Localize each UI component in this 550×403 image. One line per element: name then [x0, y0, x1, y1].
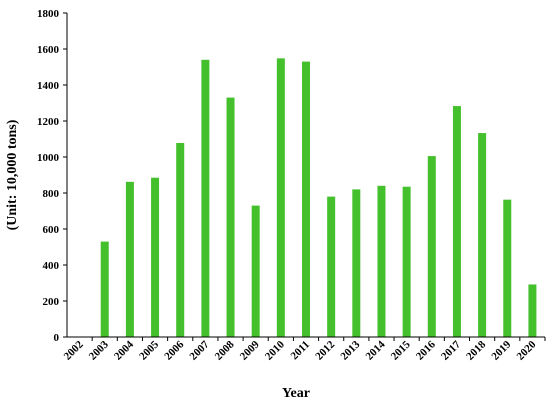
- x-tick-label: 2008: [213, 338, 237, 362]
- bar: [226, 97, 235, 337]
- y-tick-label: 800: [43, 188, 60, 200]
- x-tick-label: 2006: [162, 338, 186, 362]
- bar: [251, 205, 260, 337]
- bar: [201, 59, 210, 338]
- y-tick-label: 1800: [37, 8, 60, 20]
- bar: [528, 284, 537, 337]
- x-tick-label: 2020: [515, 338, 539, 362]
- x-tick-label: 2009: [238, 338, 262, 362]
- y-tick-label: 1400: [37, 80, 60, 92]
- bar: [452, 106, 461, 337]
- x-tick-label: 2007: [187, 338, 211, 362]
- y-axis-ticks: 0 200 400 600 800 1000 1200 1400 1600 1800: [37, 8, 67, 344]
- bar: [402, 186, 411, 337]
- bar: [151, 177, 160, 337]
- x-tick-label: 2011: [288, 339, 312, 363]
- x-tick-label: 2010: [263, 338, 287, 362]
- x-tick-label: 2016: [414, 338, 438, 362]
- x-axis-title: Year: [282, 386, 310, 401]
- x-tick-label: 2015: [389, 338, 413, 362]
- bar: [100, 241, 109, 337]
- y-tick-label: 0: [54, 332, 60, 344]
- x-tick-label: 2019: [489, 338, 513, 362]
- x-tick-label: 2002: [62, 338, 86, 362]
- x-tick-label: 2013: [338, 338, 362, 362]
- x-tick-label: 2017: [439, 338, 463, 362]
- x-axis-ticks: 2002 2003 2004 2005 2006 2007 2008 2009 2010 2011…: [62, 337, 546, 363]
- bar: [176, 142, 185, 337]
- y-tick-label: 400: [43, 260, 60, 272]
- x-tick-label: 2018: [464, 338, 488, 362]
- bar: [125, 181, 134, 337]
- bar: [427, 156, 436, 337]
- x-tick-label: 2012: [313, 338, 337, 362]
- y-tick-label: 600: [43, 224, 60, 236]
- y-tick-label: 1000: [37, 152, 60, 164]
- bar: [377, 185, 386, 337]
- y-axis-title: (Unit: 10,000 tons): [5, 119, 20, 230]
- bar: [352, 189, 361, 337]
- x-tick-label: 2003: [87, 338, 111, 362]
- x-tick-label: 2004: [112, 338, 136, 362]
- bar: [327, 196, 336, 337]
- y-tick-label: 1200: [37, 116, 60, 128]
- x-tick-label: 2014: [364, 338, 388, 362]
- y-tick-label: 1600: [37, 44, 60, 56]
- x-tick-label: 2005: [137, 338, 161, 362]
- y-tick-label: 200: [43, 296, 60, 308]
- bar: [503, 199, 512, 337]
- bar: [276, 58, 285, 338]
- bar: [302, 61, 310, 337]
- bars: [100, 58, 537, 338]
- bar: [478, 133, 487, 337]
